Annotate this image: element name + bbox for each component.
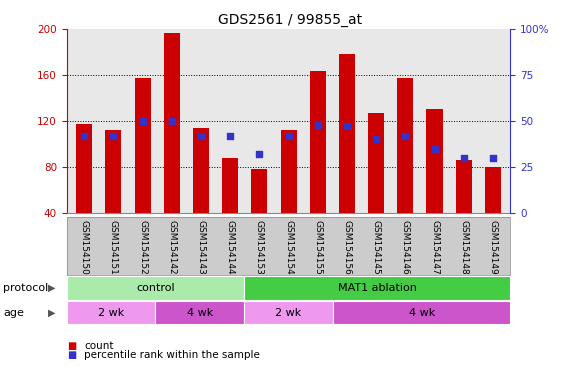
Bar bbox=[339, 54, 355, 213]
Bar bbox=[222, 158, 238, 213]
Bar bbox=[251, 169, 267, 213]
Text: GSM154153: GSM154153 bbox=[255, 220, 264, 275]
Point bbox=[255, 151, 264, 157]
Text: GSM154152: GSM154152 bbox=[138, 220, 147, 275]
Point bbox=[430, 146, 439, 152]
Point bbox=[401, 132, 410, 139]
Bar bbox=[67, 301, 155, 324]
Bar bbox=[485, 167, 501, 213]
Bar bbox=[426, 109, 443, 213]
Text: protocol: protocol bbox=[3, 283, 48, 293]
Point bbox=[226, 132, 235, 139]
Point bbox=[167, 118, 176, 124]
Point bbox=[342, 123, 351, 129]
Text: ■: ■ bbox=[67, 350, 76, 360]
Text: GDS2561 / 99855_at: GDS2561 / 99855_at bbox=[218, 13, 362, 27]
Bar bbox=[368, 113, 384, 213]
Text: ▶: ▶ bbox=[49, 308, 56, 318]
Bar bbox=[67, 276, 244, 300]
Text: GSM154144: GSM154144 bbox=[226, 220, 235, 275]
Text: GSM154155: GSM154155 bbox=[313, 220, 322, 275]
Text: GSM154142: GSM154142 bbox=[167, 220, 176, 275]
Bar bbox=[193, 128, 209, 213]
Point bbox=[313, 122, 322, 128]
Text: percentile rank within the sample: percentile rank within the sample bbox=[84, 350, 260, 360]
Point bbox=[138, 118, 147, 124]
Text: 4 wk: 4 wk bbox=[408, 308, 435, 318]
Bar bbox=[397, 78, 414, 213]
Text: GSM154151: GSM154151 bbox=[109, 220, 118, 275]
Text: 2 wk: 2 wk bbox=[98, 308, 124, 318]
Text: GSM154150: GSM154150 bbox=[79, 220, 89, 275]
Text: MAT1 ablation: MAT1 ablation bbox=[338, 283, 416, 293]
Text: GSM154146: GSM154146 bbox=[401, 220, 410, 275]
Point bbox=[197, 132, 206, 139]
Bar bbox=[310, 71, 326, 213]
Text: 2 wk: 2 wk bbox=[276, 308, 302, 318]
Point bbox=[79, 132, 89, 139]
Text: GSM154147: GSM154147 bbox=[430, 220, 439, 275]
Bar bbox=[333, 301, 510, 324]
Bar bbox=[164, 33, 180, 213]
Bar bbox=[135, 78, 151, 213]
Text: 4 wk: 4 wk bbox=[187, 308, 213, 318]
Text: ▶: ▶ bbox=[49, 283, 56, 293]
Bar bbox=[244, 276, 510, 300]
Text: control: control bbox=[136, 283, 175, 293]
Bar bbox=[456, 160, 472, 213]
Text: GSM154149: GSM154149 bbox=[488, 220, 498, 275]
Text: ■: ■ bbox=[67, 341, 76, 351]
Bar bbox=[106, 130, 121, 213]
Text: GSM154145: GSM154145 bbox=[372, 220, 380, 275]
Point bbox=[284, 132, 293, 139]
Text: GSM154148: GSM154148 bbox=[459, 220, 468, 275]
Point bbox=[371, 136, 380, 142]
Bar bbox=[155, 301, 244, 324]
Point bbox=[459, 155, 468, 161]
Text: GSM154156: GSM154156 bbox=[342, 220, 351, 275]
Point bbox=[109, 132, 118, 139]
Text: count: count bbox=[84, 341, 114, 351]
Bar bbox=[244, 301, 333, 324]
Point bbox=[488, 155, 498, 161]
Text: GSM154143: GSM154143 bbox=[197, 220, 205, 275]
Text: age: age bbox=[3, 308, 24, 318]
Text: GSM154154: GSM154154 bbox=[284, 220, 293, 275]
Bar bbox=[76, 124, 92, 213]
Bar bbox=[281, 130, 296, 213]
